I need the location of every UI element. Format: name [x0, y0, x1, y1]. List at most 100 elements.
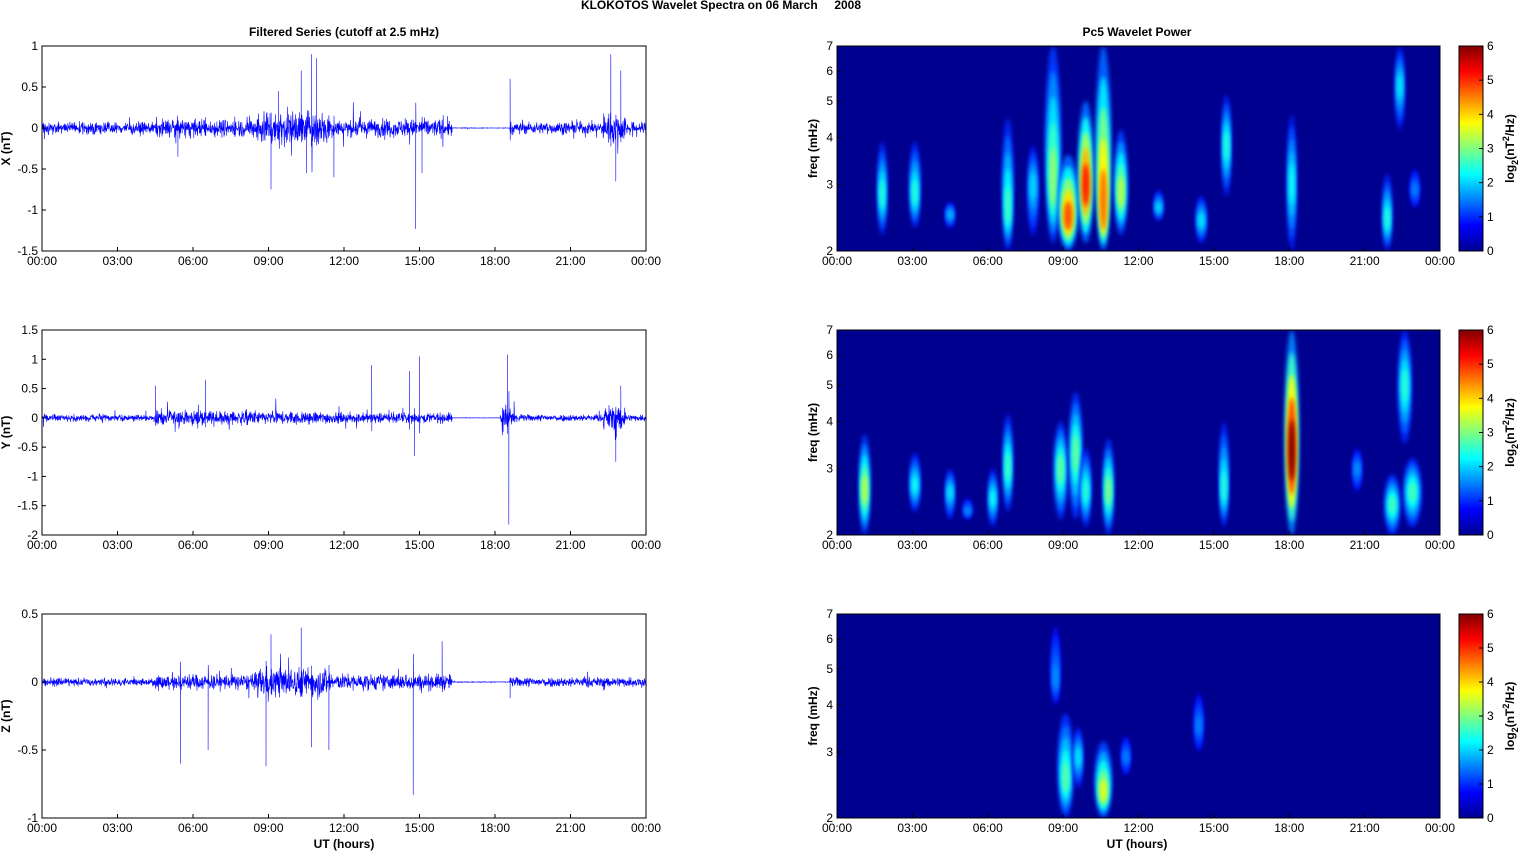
ytick-label: 4 — [826, 415, 833, 429]
ytick-label: 0.5 — [21, 80, 38, 94]
series-xtick-label: 21:00 — [555, 254, 585, 268]
power-blob — [1397, 73, 1403, 99]
colorbar-tick-label: 3 — [1487, 426, 1494, 440]
ytick-label: 6 — [826, 632, 833, 646]
spectrum-xtick-label: 12:00 — [1123, 821, 1153, 835]
series-ylabel: Y (nT) — [0, 416, 13, 450]
ytick-label: 7 — [826, 607, 833, 621]
colorbar-tick-label: 2 — [1487, 176, 1494, 190]
spectrum-xtick-label: 09:00 — [1048, 821, 1078, 835]
series-xtick-label: 18:00 — [480, 254, 510, 268]
power-blob — [1354, 462, 1360, 476]
spectrum-xtick-label: 09:00 — [1048, 538, 1078, 552]
colorbar-tick-label: 6 — [1487, 39, 1494, 53]
series-xtick-label: 00:00 — [27, 821, 57, 835]
ytick-label: -1 — [27, 469, 38, 483]
series-xtick-label: 18:00 — [480, 821, 510, 835]
ytick-label: 2 — [826, 244, 833, 258]
series-xtick-label: 15:00 — [404, 254, 434, 268]
series-line — [41, 627, 647, 795]
power-blob — [1412, 183, 1418, 196]
spectrum-xtick-label: 03:00 — [897, 254, 927, 268]
ytick-label: 1 — [31, 39, 38, 53]
power-blob — [1083, 478, 1089, 503]
ytick-label: 0 — [31, 675, 38, 689]
power-blob — [1057, 454, 1064, 484]
power-blob — [1408, 481, 1417, 503]
spectrum-xtick-label: 18:00 — [1274, 538, 1304, 552]
colorbar-tick-label: 0 — [1487, 244, 1494, 258]
spectrum-xtick-label: 15:00 — [1199, 821, 1229, 835]
colorbar-tick-label: 1 — [1487, 494, 1494, 508]
ytick-label: -1.5 — [17, 244, 38, 258]
power-blob — [1384, 207, 1390, 231]
series-xtick-label: 06:00 — [178, 821, 208, 835]
spectrum-xtick-label: 09:00 — [1048, 254, 1078, 268]
series-xtick-label: 12:00 — [329, 254, 359, 268]
spectrum-xtick-label: 21:00 — [1350, 254, 1380, 268]
power-blob — [1117, 176, 1124, 208]
power-blob — [1072, 434, 1079, 473]
series-xtick-label: 18:00 — [480, 538, 510, 552]
series-panel-x: 10.50-0.5-1-1.500:00 03:00 06:00 09:00 12:00… — [0, 39, 661, 268]
colorbar-tick-label: 4 — [1487, 675, 1494, 689]
power-blob — [1123, 751, 1129, 763]
ytick-label: -0.5 — [17, 743, 38, 757]
series-xtick-label: 21:00 — [555, 821, 585, 835]
series-xtick-label: 09:00 — [253, 254, 283, 268]
colorbar-tick-label: 0 — [1487, 528, 1494, 542]
series-line — [41, 354, 647, 525]
ytick-label: -0.5 — [17, 440, 38, 454]
power-blob — [1289, 163, 1295, 205]
ytick-label: 6 — [826, 64, 833, 78]
spectrum-background — [837, 614, 1440, 818]
colorbar-tick-label: 3 — [1487, 709, 1494, 723]
power-blob — [1105, 476, 1111, 505]
ytick-label: -2 — [27, 528, 38, 542]
spectrum-xtick-label: 00:00 — [822, 821, 852, 835]
power-blob — [1099, 779, 1107, 803]
spectrum-xtick-label: 06:00 — [973, 538, 1003, 552]
figure-title: KLOKOTOS Wavelet Spectra on 06 March 200… — [581, 0, 861, 12]
colorbar-tick-label: 1 — [1487, 210, 1494, 224]
power-blobs — [859, 330, 1422, 535]
power-blob — [1075, 748, 1081, 767]
spectrum-xtick-label: 15:00 — [1199, 538, 1229, 552]
ytick-label: 6 — [826, 348, 833, 362]
spectrum-xtick-label: 06:00 — [973, 821, 1003, 835]
power-blob — [1401, 368, 1408, 403]
series-panel-z: 0.50-0.5-100:00 03:00 06:00 09:00 12:00 15:00… — [0, 607, 661, 835]
spectrum-background — [837, 46, 1440, 251]
series-xtick-label: 00:00 — [631, 254, 661, 268]
spectrum-xtick-label: 03:00 — [897, 821, 927, 835]
plot-area — [42, 330, 646, 535]
colorbar-tick-label: 3 — [1487, 142, 1494, 156]
series-xtick-label: 03:00 — [102, 254, 132, 268]
colorbar-tick-label: 2 — [1487, 743, 1494, 757]
series-xtick-label: 21:00 — [555, 538, 585, 552]
power-blob — [879, 179, 885, 208]
power-blobs — [877, 46, 1420, 251]
colorbar: 6 5 4 3 2 1 0 log2(nT2/Hz) — [1458, 39, 1520, 258]
series-panel-y: 1.510.50-0.5-1-1.5-200:00 03:00 06:00 09:00… — [0, 323, 661, 552]
spectrum-xtick-label: 00:00 — [1425, 538, 1455, 552]
spectrum-xtick-label: 00:00 — [1425, 254, 1455, 268]
power-blob — [1082, 163, 1090, 207]
spectrum-xtick-label: 18:00 — [1274, 821, 1304, 835]
ytick-label: 7 — [826, 323, 833, 337]
colorbar-label: log2(nT2/Hz) — [1501, 114, 1520, 183]
series-xtick-label: 12:00 — [329, 821, 359, 835]
series-line — [41, 54, 647, 229]
power-blob — [912, 179, 918, 206]
power-blob — [990, 489, 996, 508]
colorbar-label: log2(nT2/Hz) — [1501, 398, 1520, 467]
power-blob — [1064, 201, 1073, 231]
power-blob — [1388, 495, 1396, 515]
ytick-label: 0 — [31, 121, 38, 135]
ytick-label: 2 — [826, 528, 833, 542]
power-blob — [1062, 761, 1070, 793]
ytick-label: 1 — [31, 352, 38, 366]
ytick-label: 0.5 — [21, 607, 38, 621]
